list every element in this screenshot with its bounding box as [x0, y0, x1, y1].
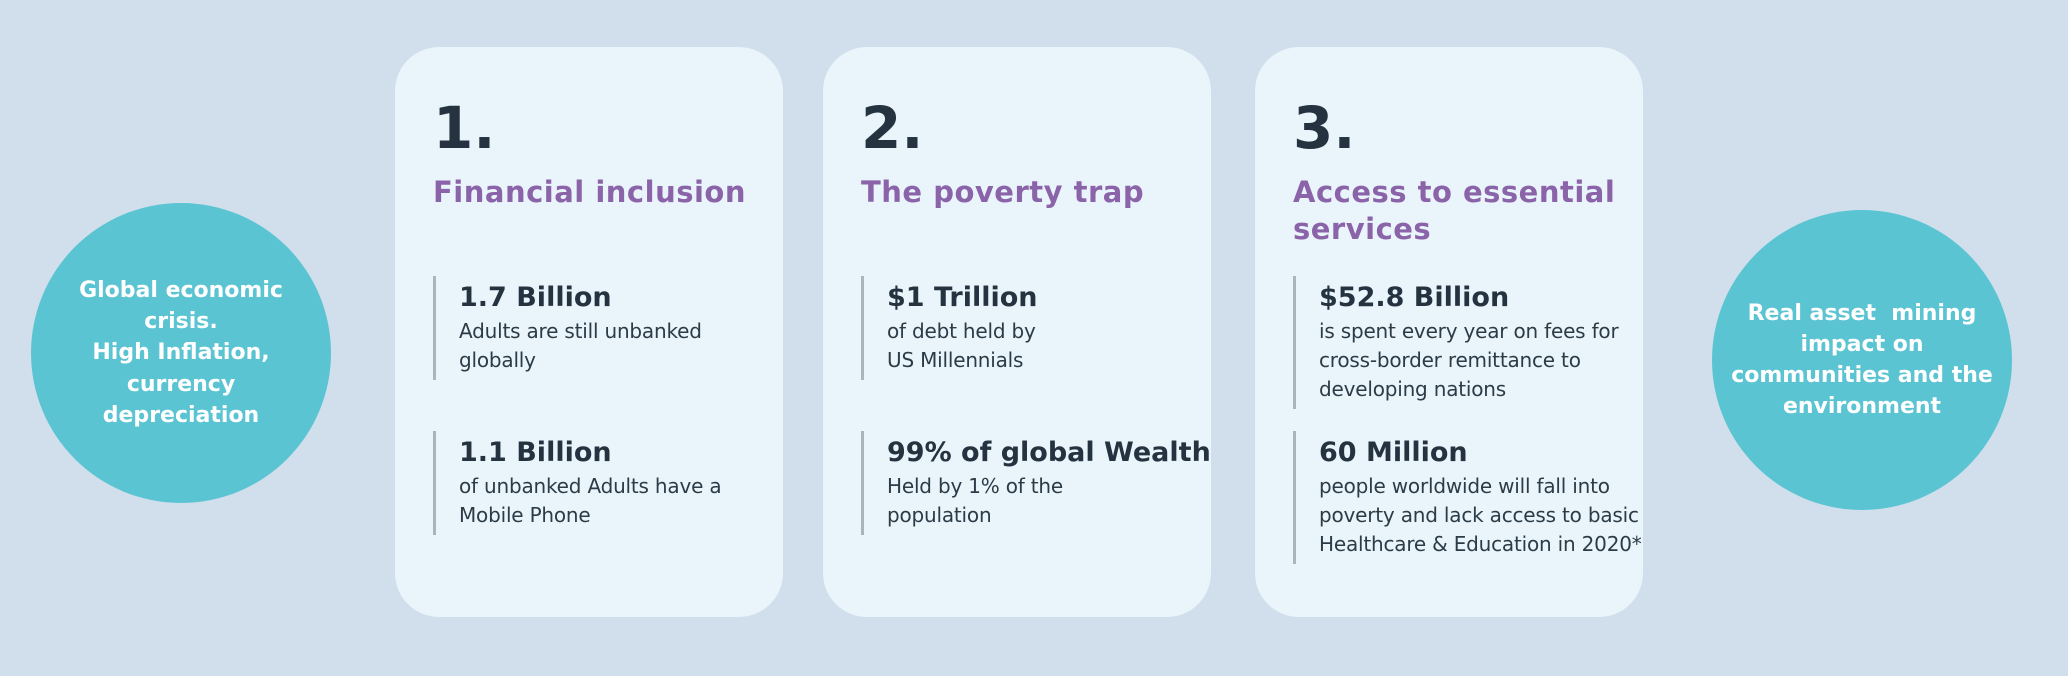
stat-value: 1.1 Billion — [459, 436, 612, 468]
card-2-number: 2. — [861, 94, 924, 162]
stat-block: 1.7 Billion Adults are still unbanked gl… — [433, 275, 765, 431]
stat-divider-block: $1 Trillion of debt held by US Millennia… — [861, 275, 1193, 381]
stat-divider-block: 1.1 Billion of unbanked Adults have a Mo… — [433, 430, 765, 536]
card-3-number: 3. — [1293, 94, 1356, 162]
card-1-number: 1. — [433, 94, 496, 162]
stat-block: $52.8 Billion is spent every year on fee… — [1293, 275, 1625, 431]
stat-divider-block: 99% of global Wealth Held by 1% of the p… — [861, 430, 1211, 536]
stat-value: 99% of global Wealth — [887, 436, 1211, 468]
card-1-title: Financial inclusion — [433, 174, 746, 209]
stat-description: people worldwide will fall into poverty … — [1319, 474, 1642, 557]
problem-card-3: 3. Access to essential services $52.8 Bi… — [1255, 47, 1643, 617]
right-circle: Real asset mining impact on communities … — [1712, 210, 2012, 510]
card-3-stats: $52.8 Billion is spent every year on fee… — [1293, 275, 1642, 565]
stat-value: 60 Million — [1319, 436, 1468, 468]
stat-description: of debt held by US Millennials — [887, 319, 1036, 373]
stat-value: $52.8 Billion — [1319, 281, 1510, 313]
card-1-stats: 1.7 Billion Adults are still unbanked gl… — [433, 275, 765, 536]
stat-description: Adults are still unbanked globally — [459, 319, 702, 373]
stat-block: 99% of global Wealth Held by 1% of the p… — [861, 430, 1211, 536]
stat-description: of unbanked Adults have a Mobile Phone — [459, 474, 722, 528]
card-2-stats: $1 Trillion of debt held by US Millennia… — [861, 275, 1211, 536]
stat-description: Held by 1% of the population — [887, 474, 1063, 528]
right-circle-text: Real asset mining impact on communities … — [1731, 300, 1993, 420]
stat-divider-block: 1.7 Billion Adults are still unbanked gl… — [433, 275, 765, 381]
left-circle-text: Global economic crisis. High Inflation, … — [79, 277, 283, 428]
left-circle: Global economic crisis. High Inflation, … — [31, 203, 331, 503]
card-2-title: The poverty trap — [861, 174, 1145, 209]
stat-block: 1.1 Billion of unbanked Adults have a Mo… — [433, 430, 765, 536]
stat-value: $1 Trillion — [887, 281, 1038, 313]
stat-value: 1.7 Billion — [459, 281, 612, 313]
problem-card-2: 2. The poverty trap $1 Trillion of debt … — [823, 47, 1211, 617]
problem-card-1: 1. Financial inclusion 1.7 Billion Adult… — [395, 47, 783, 617]
stat-block: 60 Million people worldwide will fall in… — [1293, 430, 1642, 565]
stat-divider-block: 60 Million people worldwide will fall in… — [1293, 430, 1642, 565]
stat-divider-block: $52.8 Billion is spent every year on fee… — [1293, 275, 1625, 410]
stat-description: is spent every year on fees for cross-bo… — [1319, 319, 1619, 402]
card-3-title: Access to essential services — [1293, 174, 1616, 247]
stat-block: $1 Trillion of debt held by US Millennia… — [861, 275, 1193, 431]
